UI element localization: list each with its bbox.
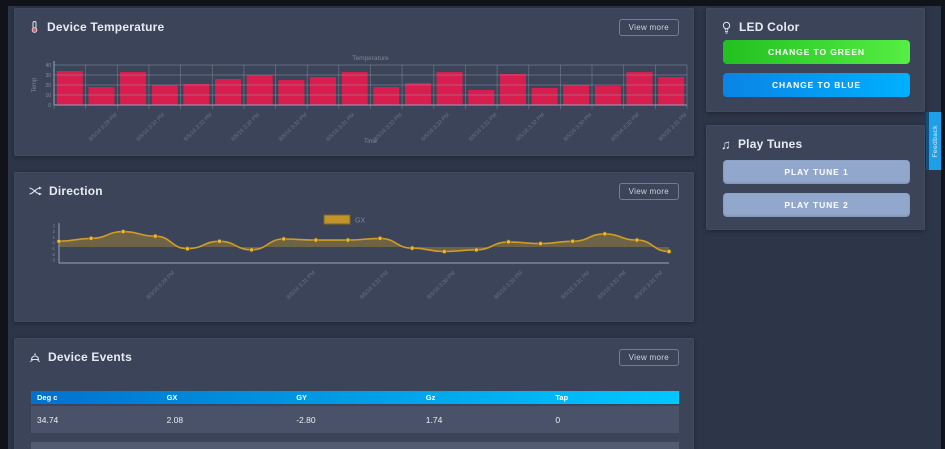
device-temperature-panel: Device Temperature View more 0 10 20 30 40 Te… [14, 8, 694, 156]
direction-panel: Direction View more 3 2 1 0 -1 -2 -3 GX 8/5/16 6… [14, 172, 694, 322]
svg-text:8/5/16 3:31 PM: 8/5/16 3:31 PM [560, 270, 591, 301]
dashboard-stage: Device Temperature View more 0 10 20 30 40 Te… [8, 6, 941, 449]
led-color-header: LED Color [721, 20, 799, 34]
svg-text:8/5/16 3:32 PM: 8/5/16 3:32 PM [493, 270, 524, 301]
svg-text:2: 2 [52, 229, 55, 234]
play-tunes-panel: ♫ Play Tunes PLAY TUNE 1 PLAY TUNE 2 [706, 125, 925, 230]
table-cell: 0 [555, 414, 561, 425]
svg-text:8/5/16 3:31 PM: 8/5/16 3:31 PM [325, 112, 356, 143]
svg-text:8/5/16 3:32 PM: 8/5/16 3:32 PM [230, 112, 261, 143]
svg-text:8/5/16 3:32 PM: 8/5/16 3:32 PM [183, 112, 214, 143]
shuffle-icon [29, 186, 42, 196]
feedback-tab[interactable]: Feedback [926, 112, 941, 170]
column-header: GY [296, 393, 308, 402]
svg-text:8/5/16 3:32 PM: 8/5/16 3:32 PM [610, 112, 641, 143]
direction-header: Direction [29, 184, 103, 198]
svg-text:30: 30 [45, 73, 51, 79]
svg-text:8/5/16 3:32 PM: 8/5/16 3:32 PM [278, 112, 309, 143]
svg-text:8/5/16 3:31 PM: 8/5/16 3:31 PM [634, 270, 665, 301]
svg-text:Time: Time [364, 139, 378, 145]
table-cell: 34.74 [37, 414, 59, 425]
svg-text:Temperature: Temperature [352, 55, 389, 62]
device-temperature-header: Device Temperature [29, 20, 164, 34]
svg-text:3: 3 [52, 223, 55, 228]
svg-text:GX: GX [355, 218, 365, 225]
table-row [31, 442, 679, 449]
music-note-icon: ♫ [721, 136, 731, 152]
events-table-header: Deg c GX GY Gz Tap [31, 391, 679, 404]
device-events-table: Deg c GX GY Gz Tap 34.74 2.08 -2.80 1.74 0 [31, 391, 679, 449]
panel-title: LED Color [739, 20, 800, 34]
panel-title: Device Temperature [47, 20, 165, 34]
svg-text:8/5/16 3:31 PM: 8/5/16 3:31 PM [658, 112, 689, 143]
alarm-bell-icon [29, 353, 41, 362]
svg-text:8/5/16 3:32 PM: 8/5/16 3:32 PM [373, 112, 404, 143]
svg-text:8/5/16 6:28 PM: 8/5/16 6:28 PM [146, 270, 177, 301]
svg-text:0: 0 [52, 241, 55, 246]
play-tunes-header: ♫ Play Tunes [721, 137, 802, 151]
svg-text:1: 1 [52, 235, 55, 240]
svg-text:Temp: Temp [32, 77, 38, 92]
play-tune-2-button[interactable]: PLAY TUNE 2 [723, 193, 910, 217]
svg-text:40: 40 [45, 63, 51, 69]
play-tune-1-button[interactable]: PLAY TUNE 1 [723, 160, 910, 184]
lightbulb-icon [722, 21, 731, 33]
svg-text:8/5/16 3:31 PM: 8/5/16 3:31 PM [286, 270, 317, 301]
device-events-header: Device Events [29, 350, 132, 364]
svg-text:-3: -3 [51, 258, 55, 263]
device-events-panel: Device Events View more Deg c GX GY Gz Tap 34… [14, 338, 694, 449]
change-to-blue-button[interactable]: CHANGE TO BLUE [723, 73, 910, 97]
temperature-view-more-button[interactable]: View more [618, 19, 679, 36]
svg-text:8/5/16 3:32 PM: 8/5/16 3:32 PM [136, 112, 167, 143]
svg-text:10: 10 [45, 93, 51, 99]
direction-line-chart: 3 2 1 0 -1 -2 -3 GX 8/5/16 6:28 PM 8/5/16 3:31 PM… [29, 207, 693, 315]
led-color-panel: LED Color CHANGE TO GREEN CHANGE TO BLUE [706, 8, 925, 112]
svg-text:20: 20 [45, 83, 51, 89]
svg-text:8/5/16 3:30 PM: 8/5/16 3:30 PM [426, 270, 457, 301]
change-to-green-button[interactable]: CHANGE TO GREEN [723, 40, 910, 64]
svg-text:8/5/16 3:32 PM: 8/5/16 3:32 PM [420, 112, 451, 143]
table-cell: 2.08 [166, 414, 184, 425]
column-header: Gz [425, 393, 436, 402]
svg-text:8/5/16 3:32 PM: 8/5/16 3:32 PM [515, 112, 546, 143]
table-cell: 1.74 [425, 414, 443, 425]
table-cell: -2.80 [296, 414, 316, 425]
svg-text:8/5/16 3:30 PM: 8/5/16 3:30 PM [563, 112, 594, 143]
svg-text:8/5/16 6:28 PM: 8/5/16 6:28 PM [88, 112, 119, 143]
panel-title: Play Tunes [737, 137, 803, 151]
column-header: Tap [555, 393, 569, 402]
events-view-more-button[interactable]: View more [618, 349, 679, 366]
svg-text:8/5/16 3:31 PM: 8/5/16 3:31 PM [468, 112, 499, 143]
svg-text:-1: -1 [51, 246, 55, 251]
thermometer-icon [31, 21, 38, 33]
column-header: GX [166, 393, 178, 402]
temperature-bar-chart: 0 10 20 30 40 Temperature Temp Time 8/5/16 6:28 … [29, 49, 693, 149]
panel-title: Direction [49, 184, 103, 198]
column-header: Deg c [37, 393, 58, 402]
svg-text:8/5/16 3:32 PM: 8/5/16 3:32 PM [359, 270, 390, 301]
feedback-tab-label: Feedback [931, 124, 939, 158]
table-row: 34.74 2.08 -2.80 1.74 0 [31, 406, 679, 433]
svg-text:0: 0 [48, 103, 51, 109]
direction-view-more-button[interactable]: View more [618, 183, 679, 200]
svg-text:-2: -2 [51, 252, 55, 257]
panel-title: Device Events [48, 350, 132, 364]
svg-text:8/5/16 3:32 PM: 8/5/16 3:32 PM [597, 270, 628, 301]
